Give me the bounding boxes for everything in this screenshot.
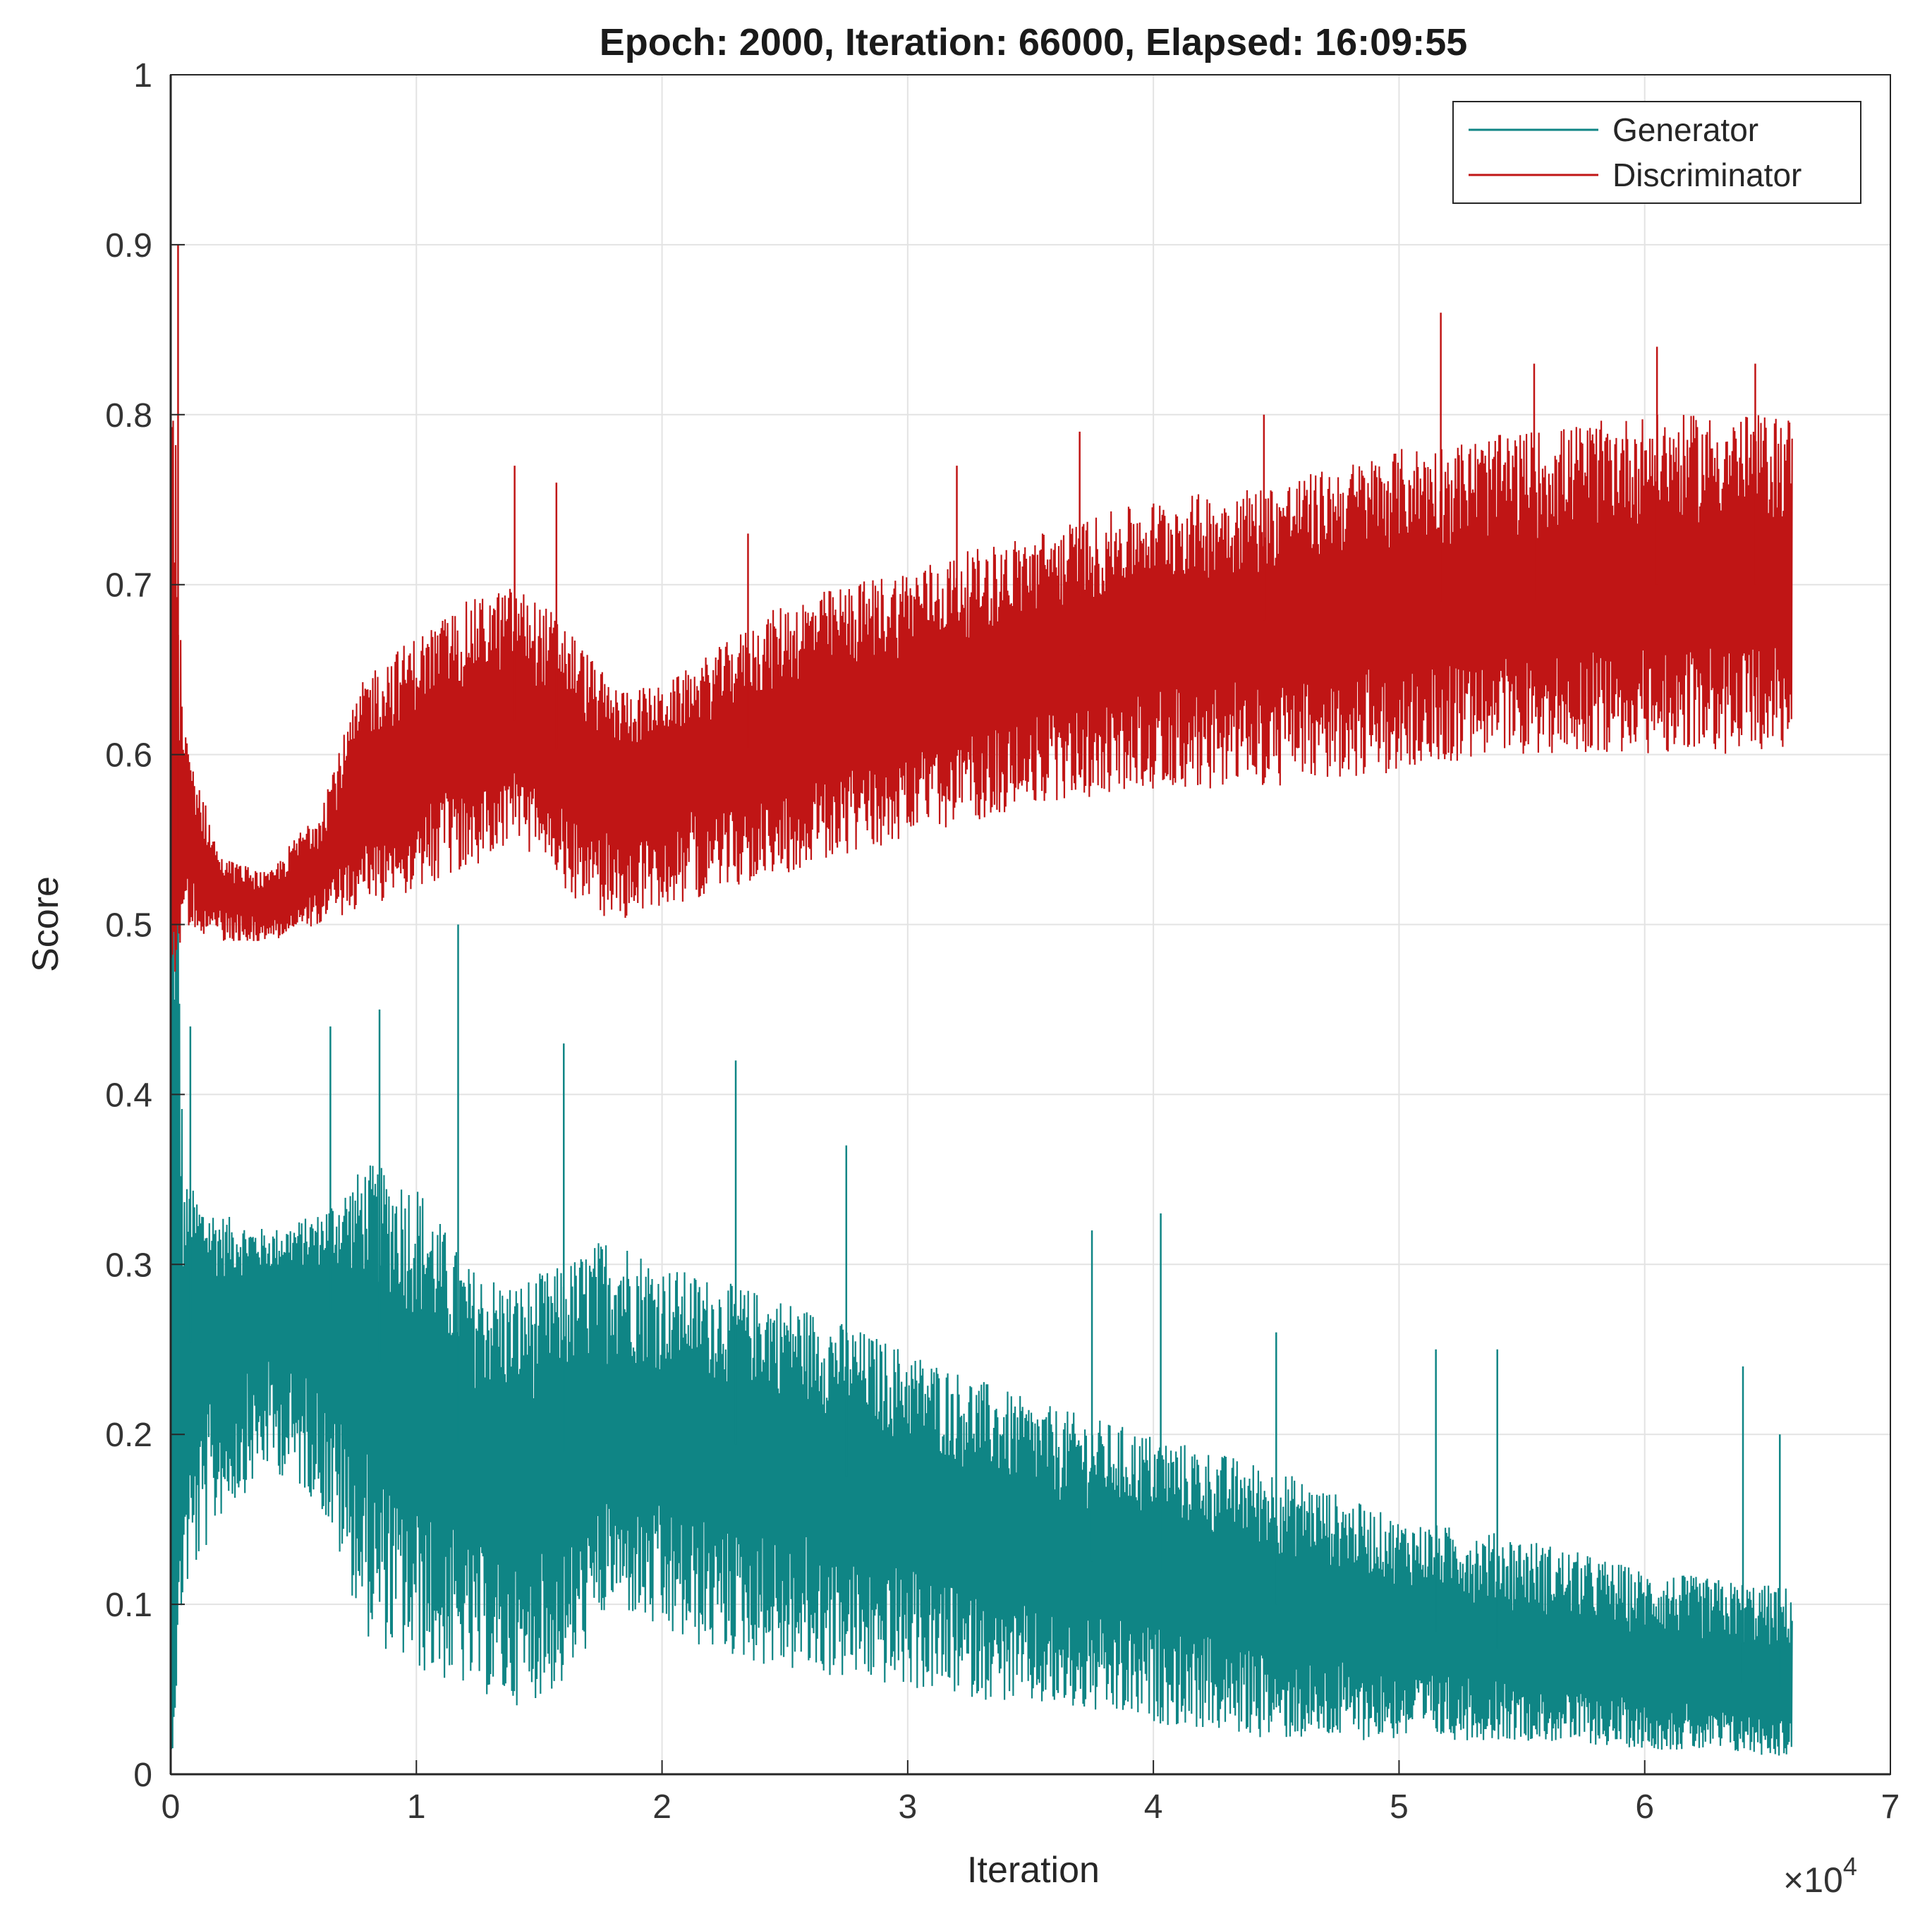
x-tick-label: 2 (652, 1788, 672, 1826)
axes (169, 74, 1891, 1776)
series-discriminator (169, 244, 1793, 972)
y-tick-label: 0.3 (105, 1247, 152, 1284)
series-line (169, 423, 1793, 1756)
x-tick-label: 4 (1144, 1788, 1163, 1826)
x-axis-exponent-power: 4 (1843, 1852, 1857, 1881)
y-tick-label: 0.4 (105, 1077, 152, 1114)
x-tick-label: 3 (899, 1788, 918, 1826)
y-tick-label: 0.7 (105, 567, 152, 605)
y-tick-label: 0.6 (105, 737, 152, 775)
series-generator (169, 423, 1793, 1756)
legend-box (1452, 101, 1861, 204)
y-tick-label: 0.9 (105, 227, 152, 265)
y-tick-label: 0.2 (105, 1417, 152, 1454)
x-tick-label: 0 (162, 1788, 181, 1826)
legend-label-generator: Generator (1612, 111, 1758, 148)
y-tick-label: 0.1 (105, 1587, 152, 1624)
x-tick-labels: 0 1 2 3 4 5 6 7 (162, 1788, 1900, 1826)
y-tick-label: 0 (133, 1757, 152, 1794)
x-tick-label: 6 (1635, 1788, 1654, 1826)
plot-area (169, 74, 1891, 1776)
chart-title: Epoch: 2000, Iteration: 66000, Elapsed: … (600, 21, 1468, 63)
x-axis-label: Iteration (967, 1850, 1100, 1891)
series-line (169, 414, 1793, 972)
y-tick-labels: 0 0.1 0.2 0.3 0.4 0.5 0.6 0.7 0.8 0.9 1 (105, 57, 152, 1794)
y-tick-label: 1 (133, 57, 152, 95)
y-tick-label: 0.5 (105, 907, 152, 945)
y-axis-label: Score (25, 876, 66, 972)
x-tick-label: 5 (1390, 1788, 1409, 1826)
legend-label-discriminator: Discriminator (1612, 157, 1802, 193)
series-layer (169, 244, 1793, 1756)
x-axis-exponent: ×104 (1783, 1852, 1857, 1900)
x-axis-exponent-base: ×10 (1783, 1860, 1843, 1900)
y-tick-label: 0.8 (105, 397, 152, 435)
legend: Generator Discriminator (1452, 101, 1861, 204)
x-tick-label: 7 (1881, 1788, 1900, 1826)
x-tick-label: 1 (407, 1788, 426, 1826)
